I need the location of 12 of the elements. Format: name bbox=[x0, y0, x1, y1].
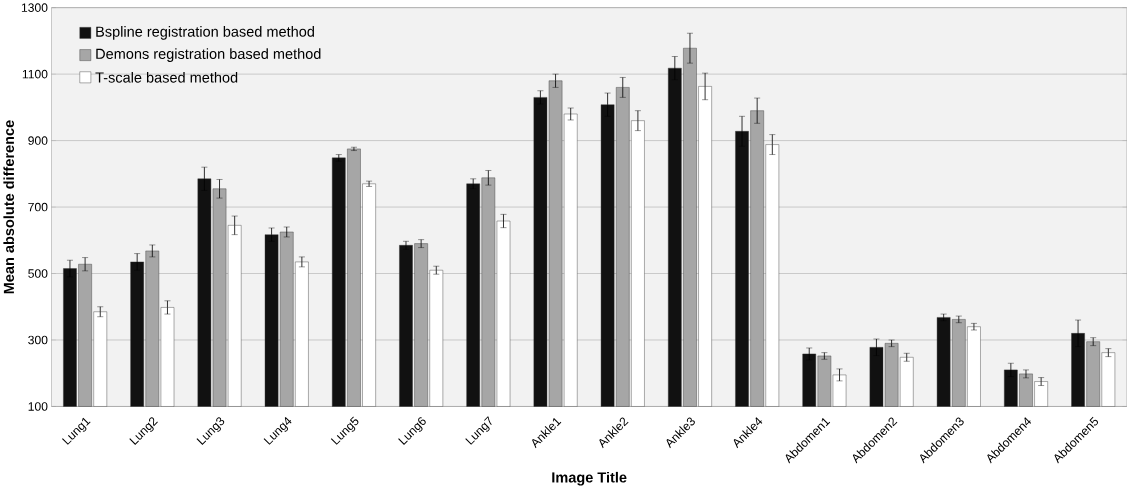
y-tick-label: 700 bbox=[28, 202, 48, 212]
y-axis-title: Mean absolute difference bbox=[3, 120, 15, 294]
y-tick-label: 500 bbox=[28, 269, 48, 278]
y-tick-label: 1100 bbox=[22, 69, 48, 79]
y-tick-label: 1300 bbox=[21, 3, 48, 12]
legend-label: Demons registration based method bbox=[96, 48, 321, 62]
legend-label: Bspline registration based method bbox=[96, 26, 314, 40]
y-tick-label: 100 bbox=[28, 402, 48, 411]
y-tick-label: 300 bbox=[28, 335, 48, 345]
y-tick-label: 900 bbox=[28, 136, 48, 145]
legend-label: T-scale based method bbox=[95, 72, 238, 83]
x-axis-title: Image Title bbox=[552, 471, 627, 486]
